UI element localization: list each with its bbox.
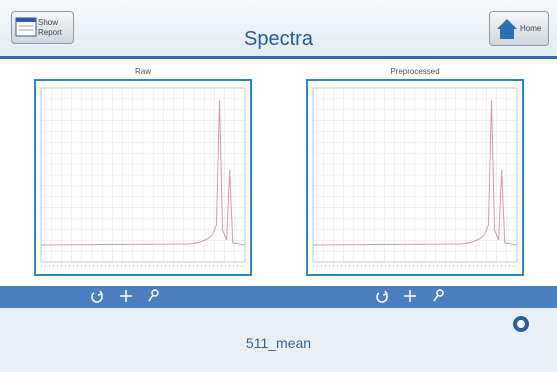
sample-name: 511_mean	[0, 335, 557, 351]
toolbar	[0, 286, 557, 308]
spectra-plots	[0, 0, 557, 372]
app: Show Report Spectra Home Raw Preprocesse…	[0, 0, 557, 372]
